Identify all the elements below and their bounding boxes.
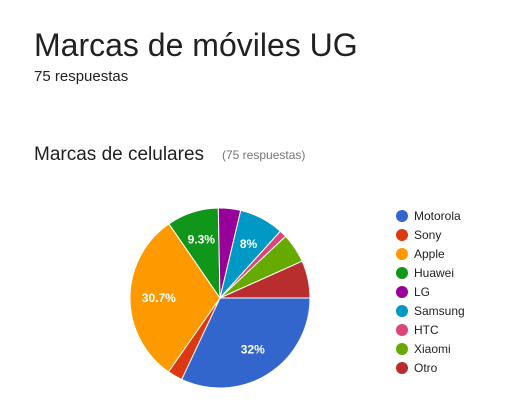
form-title: Marcas de móviles UG (34, 27, 358, 63)
legend-swatch (396, 342, 408, 355)
legend-swatch (396, 361, 408, 374)
legend-item-otro[interactable]: Otro (396, 358, 465, 377)
legend-item-lg[interactable]: LG (396, 282, 465, 301)
legend-swatch (396, 209, 408, 222)
legend-label: Xiaomi (414, 341, 451, 356)
legend-item-sony[interactable]: Sony (396, 225, 465, 244)
data-label-huawei: 9.3% (188, 233, 216, 247)
legend-label: HTC (414, 322, 439, 337)
legend-item-htc[interactable]: HTC (396, 320, 465, 339)
legend-label: Huawei (414, 265, 455, 280)
data-label-samsung: 8% (240, 237, 258, 251)
chart-legend: Motorola Sony Apple Huawei LG Samsung HTC Xiaom… (396, 206, 465, 377)
legend-swatch (396, 323, 408, 336)
legend-item-huawei[interactable]: Huawei (396, 263, 465, 282)
legend-item-motorola[interactable]: Motorola (396, 206, 465, 225)
legend-swatch (396, 247, 408, 260)
legend-label: Sony (414, 227, 442, 242)
legend-swatch (396, 266, 408, 279)
legend-label: Otro (414, 360, 438, 375)
form-response-count: 75 respuestas (34, 68, 129, 85)
legend-label: Apple (414, 246, 445, 261)
legend-label: Samsung (414, 303, 465, 318)
legend-item-apple[interactable]: Apple (396, 244, 465, 263)
legend-item-xiaomi[interactable]: Xiaomi (396, 339, 465, 358)
data-label-apple: 30.7% (142, 291, 176, 305)
pie-slice-apple[interactable] (129, 223, 221, 373)
legend-swatch (396, 228, 408, 241)
pie-slices (129, 207, 311, 389)
pie-slice-motorola[interactable] (181, 297, 311, 389)
pie-slice-otro[interactable] (219, 260, 311, 299)
legend-swatch (396, 304, 408, 317)
legend-item-samsung[interactable]: Samsung (396, 301, 465, 320)
legend-label: LG (414, 284, 431, 299)
question-response-count: (75 respuestas) (222, 148, 306, 162)
legend-swatch (396, 285, 408, 298)
data-label-motorola: 32% (241, 343, 265, 357)
question-title: Marcas de celulares (34, 144, 205, 165)
pie-data-labels: 32% 30.7% 9.3% 8% (142, 233, 265, 357)
legend-label: Motorola (414, 208, 461, 223)
